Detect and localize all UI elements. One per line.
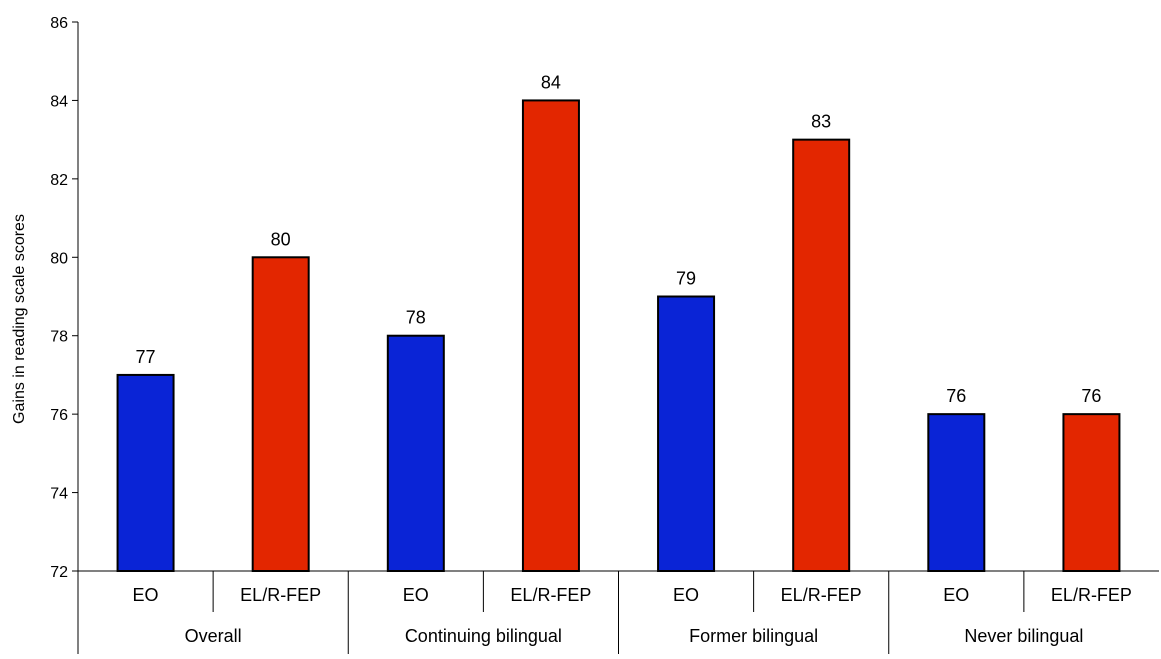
bar xyxy=(657,295,716,572)
y-tick-label: 78 xyxy=(50,329,68,346)
bar-layer xyxy=(116,99,1121,573)
data-label: 76 xyxy=(1081,386,1101,406)
data-label: 84 xyxy=(541,72,561,92)
x-category-label: EO xyxy=(133,585,159,605)
data-label: 83 xyxy=(811,112,831,132)
x-group-label: Continuing bilingual xyxy=(405,626,562,646)
y-tick-label: 74 xyxy=(50,486,68,503)
bar xyxy=(792,138,851,572)
data-label: 80 xyxy=(271,229,291,249)
x-category-label: EL/R-FEP xyxy=(240,585,321,605)
y-tick-label: 80 xyxy=(50,250,68,267)
y-tick-label: 76 xyxy=(50,407,68,424)
data-label: 76 xyxy=(946,386,966,406)
x-category-label: EO xyxy=(673,585,699,605)
data-label: 78 xyxy=(406,308,426,328)
x-category-label: EO xyxy=(943,585,969,605)
x-category-label: EL/R-FEP xyxy=(781,585,862,605)
bar xyxy=(927,413,986,572)
x-group-label: Overall xyxy=(185,626,242,646)
x-category-label: EL/R-FEP xyxy=(510,585,591,605)
x-category-label: EO xyxy=(403,585,429,605)
bar xyxy=(251,256,310,572)
y-tick-label: 72 xyxy=(50,564,68,581)
y-tick-label: 82 xyxy=(50,172,68,189)
label-layer: 77 EO 80 EL/R-FEP 78 EO 84 EL/R-FEP 79 EO 83 EL/R-F… xyxy=(133,72,1132,646)
y-tick-label: 86 xyxy=(50,15,68,32)
bar xyxy=(116,373,175,572)
data-label: 77 xyxy=(136,347,156,367)
x-group-label: Never bilingual xyxy=(964,626,1083,646)
y-axis-title: Gains in reading scale scores xyxy=(11,214,28,424)
x-category-label: EL/R-FEP xyxy=(1051,585,1132,605)
x-group-label: Former bilingual xyxy=(689,626,818,646)
axis-layer: 72 74 76 78 80 82 84 86 xyxy=(50,15,1159,654)
bar xyxy=(386,334,445,573)
bar xyxy=(521,99,580,573)
y-tick-label: 84 xyxy=(50,93,68,110)
data-label: 79 xyxy=(676,269,696,289)
bar xyxy=(1062,413,1121,572)
